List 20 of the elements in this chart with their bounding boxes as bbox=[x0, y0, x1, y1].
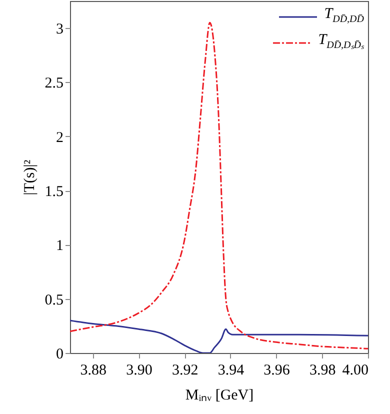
x-tick-label: 3.96 bbox=[264, 362, 290, 378]
legend-label: T$_{DD̄,DD̄}$ bbox=[324, 5, 364, 27]
x-tick-label: 3.88 bbox=[80, 362, 107, 378]
x-tick-label: 3.90 bbox=[126, 362, 152, 378]
y-tick-label: 0 bbox=[56, 346, 64, 362]
line-series bbox=[70, 22, 368, 350]
x-axis-title: Mᵢₙᵥ [GeV] bbox=[185, 388, 254, 404]
y-tick-label: 0.5 bbox=[44, 292, 64, 308]
y-tick-label: 2.5 bbox=[44, 76, 64, 92]
x-tick-label: 3.92 bbox=[172, 362, 198, 378]
line-series bbox=[70, 320, 368, 353]
y-tick-label: 2 bbox=[56, 130, 64, 146]
x-tick-label: 3.98 bbox=[310, 362, 336, 378]
y-axis-title: |T(s)|² bbox=[22, 159, 38, 196]
y-tick-label: 3 bbox=[56, 22, 64, 38]
legend-label: T$_{DD̄,DₛD̄ₛ}$ bbox=[318, 31, 364, 53]
y-tick-label: 1.5 bbox=[44, 184, 64, 200]
y-tick-label: 1 bbox=[56, 238, 64, 254]
x-tick-label: 3.94 bbox=[218, 362, 245, 378]
x-tick-label: 4.00 bbox=[342, 362, 368, 378]
